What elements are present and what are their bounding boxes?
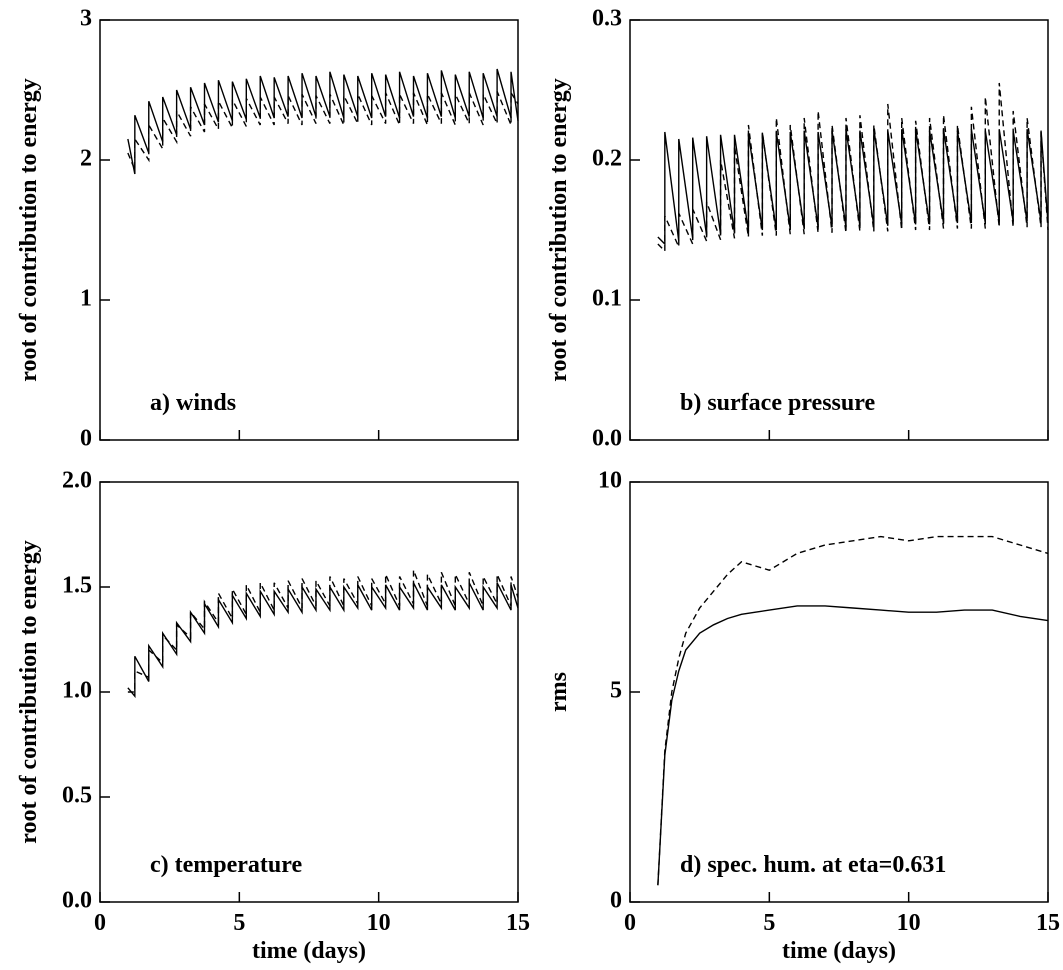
y-tick-label: 1 (80, 286, 92, 312)
panel-annotation: d) spec. hum. at eta=0.631 (680, 852, 946, 878)
x-tick-label: 10 (367, 910, 391, 936)
y-tick-label: 1.0 (62, 678, 92, 704)
y-tick-label: 1.5 (62, 573, 92, 599)
x-axis-label: time (days) (782, 938, 896, 964)
y-tick-label: 0.3 (592, 6, 622, 32)
data-line (657, 82, 1049, 253)
y-tick-label: 0.5 (62, 783, 92, 809)
plot-frame (99, 481, 519, 903)
x-tick-label: 15 (1036, 910, 1060, 936)
y-axis-label: root of contribution to energy (546, 78, 572, 382)
y-tick-label: 0.1 (592, 286, 622, 312)
y-tick-label: 0.0 (62, 888, 92, 914)
data-line (657, 535, 1049, 886)
y-axis-label: rms (546, 672, 572, 712)
plot-frame (629, 481, 1049, 903)
data-line (127, 68, 519, 175)
y-tick-label: 3 (80, 6, 92, 32)
x-tick-label: 15 (506, 910, 530, 936)
y-tick-label: 0.2 (592, 146, 622, 172)
plot-frame (99, 19, 519, 441)
x-tick-label: 10 (897, 910, 921, 936)
y-axis-label: root of contribution to energy (16, 540, 42, 844)
x-tick-label: 5 (763, 910, 775, 936)
y-tick-label: 0 (610, 888, 622, 914)
panel-annotation: b) surface pressure (680, 390, 875, 416)
data-line (657, 605, 1049, 886)
y-axis-label: root of contribution to energy (16, 78, 42, 382)
data-line (127, 569, 519, 693)
x-axis-label: time (days) (252, 938, 366, 964)
y-tick-label: 0.0 (592, 426, 622, 452)
x-tick-label: 0 (624, 910, 636, 936)
y-tick-label: 0 (80, 426, 92, 452)
y-tick-label: 2.0 (62, 468, 92, 494)
data-line (127, 90, 519, 171)
panel-annotation: c) temperature (150, 852, 302, 878)
panel-annotation: a) winds (150, 390, 236, 416)
y-tick-label: 10 (598, 468, 622, 494)
data-line (127, 582, 519, 699)
x-tick-label: 0 (94, 910, 106, 936)
x-tick-label: 5 (233, 910, 245, 936)
y-tick-label: 2 (80, 146, 92, 172)
y-tick-label: 5 (610, 678, 622, 704)
